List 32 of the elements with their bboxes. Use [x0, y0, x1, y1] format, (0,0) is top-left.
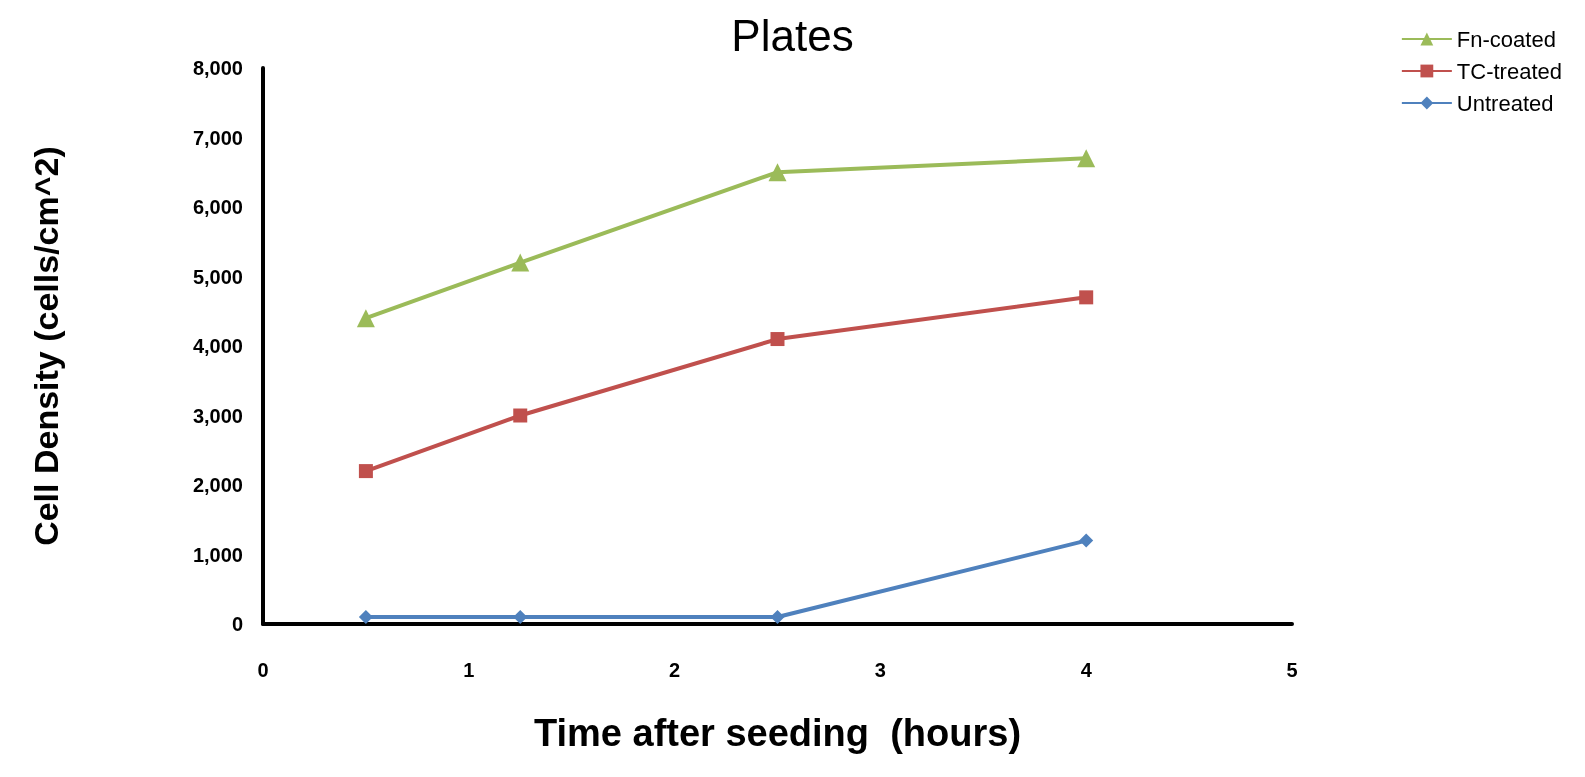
x-tick-label: 5 — [1286, 659, 1298, 681]
point — [770, 610, 785, 625]
legend-label: Untreated — [1456, 90, 1554, 116]
point — [768, 163, 787, 182]
legend-label: Fn-coated — [1456, 26, 1556, 52]
y-tick-label: 3,000 — [192, 404, 243, 427]
point — [1077, 149, 1096, 168]
y-tick-label: 2,000 — [192, 474, 243, 496]
point — [1079, 533, 1094, 548]
point — [1079, 290, 1094, 305]
point — [513, 408, 528, 423]
y-tick-label: 7,000 — [192, 126, 243, 149]
x-tick-label: 1 — [463, 659, 475, 681]
x-tick-label: 3 — [874, 659, 886, 681]
y-tick-label: 1,000 — [192, 543, 243, 566]
y-tick-label: 6,000 — [192, 196, 243, 218]
point — [356, 309, 375, 328]
y-tick-label: 0 — [231, 613, 243, 635]
chart-title: Plates — [731, 10, 854, 60]
point — [358, 610, 373, 625]
y-axis-title: Cell Density (cells/cm^2) — [27, 146, 65, 546]
x-tick-label: 0 — [257, 659, 269, 681]
x-tick-label: 2 — [669, 659, 681, 681]
point — [511, 253, 530, 272]
x-axis-title: Time after seeding (hours) — [533, 712, 1022, 754]
point — [770, 332, 785, 347]
y-tick-label: 5,000 — [192, 265, 243, 288]
x-tick-label: 4 — [1080, 659, 1093, 681]
y-tick-label: 4,000 — [192, 335, 243, 357]
y-tick-label: 8,000 — [192, 57, 243, 79]
legend-label: TC-treated — [1456, 58, 1563, 84]
point — [358, 464, 373, 479]
